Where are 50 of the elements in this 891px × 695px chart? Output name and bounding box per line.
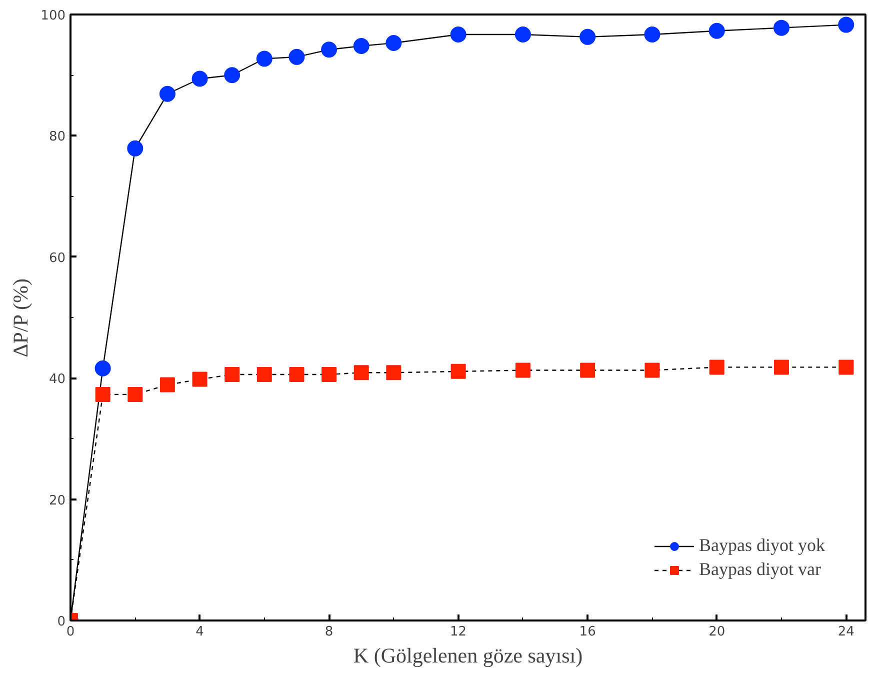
point [773,20,790,36]
x-axis-title: K (Gölgelenen göze sayısı) [353,644,583,668]
point [580,28,596,45]
point [288,48,305,65]
point [256,50,272,67]
point [709,360,724,375]
legend-label: Baypas diyot var [699,559,821,580]
point [160,377,175,392]
point [224,67,240,84]
y-tick-label: 100 [40,8,66,24]
x-tick-label: 24 [838,624,854,640]
y-tick-label: 0 [57,614,66,630]
x-tick-label: 16 [579,624,596,640]
point [774,360,789,375]
point [450,364,466,379]
point [580,362,596,378]
point [644,362,660,378]
point [386,365,402,380]
point [192,372,208,387]
point [128,386,143,402]
point [838,16,854,33]
point [353,38,370,54]
point [127,140,144,156]
point [354,365,369,380]
x-tick-label: 20 [708,624,726,640]
y-tick-label: 60 [48,250,66,266]
point [94,360,111,376]
point [514,26,531,42]
point [224,366,240,382]
x-tick-label: 8 [324,624,334,640]
y-tick-label: 80 [48,130,66,145]
y-tick-label: 40 [48,372,66,388]
point [515,362,530,378]
x-tick-label: 4 [196,624,204,640]
point [321,42,338,58]
legend-label: Baypas diyot yok [699,535,825,556]
point [838,360,854,375]
point [386,34,402,51]
point [95,386,110,402]
point [289,366,304,382]
point [322,366,337,382]
point [192,70,208,87]
point [450,26,466,42]
x-tick-label: 12 [450,624,467,640]
y-tick-label: 20 [48,493,66,508]
point [644,26,660,42]
point [159,86,176,102]
y-axis-title: ΔP/P (%) [8,278,33,358]
point [708,22,725,39]
point [256,366,272,382]
